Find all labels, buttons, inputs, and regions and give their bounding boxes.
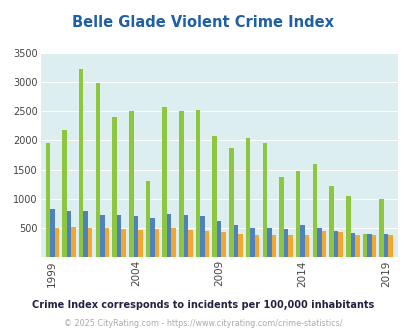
- Bar: [216, 221, 221, 257]
- Bar: [45, 144, 50, 257]
- Bar: [271, 235, 275, 257]
- Bar: [328, 186, 333, 257]
- Bar: [228, 148, 233, 257]
- Bar: [138, 230, 142, 257]
- Bar: [295, 171, 300, 257]
- Bar: [200, 216, 204, 257]
- Bar: [54, 228, 59, 257]
- Bar: [279, 177, 283, 257]
- Bar: [83, 211, 88, 257]
- Bar: [233, 225, 238, 257]
- Bar: [121, 229, 126, 257]
- Bar: [250, 228, 254, 257]
- Bar: [288, 235, 292, 257]
- Bar: [283, 229, 288, 257]
- Bar: [221, 232, 226, 257]
- Bar: [367, 234, 371, 257]
- Bar: [262, 144, 266, 257]
- Bar: [333, 231, 337, 257]
- Text: © 2025 CityRating.com - https://www.cityrating.com/crime-statistics/: © 2025 CityRating.com - https://www.city…: [64, 319, 341, 328]
- Bar: [154, 229, 159, 257]
- Bar: [321, 231, 325, 257]
- Bar: [88, 228, 92, 257]
- Bar: [254, 235, 259, 257]
- Bar: [166, 214, 171, 257]
- Legend: Belle Glade, Florida, National: Belle Glade, Florida, National: [87, 328, 350, 330]
- Text: Crime Index corresponds to incidents per 100,000 inhabitants: Crime Index corresponds to incidents per…: [32, 300, 373, 310]
- Bar: [179, 111, 183, 257]
- Bar: [112, 117, 117, 257]
- Bar: [129, 111, 133, 257]
- Bar: [345, 196, 350, 257]
- Text: Belle Glade Violent Crime Index: Belle Glade Violent Crime Index: [72, 15, 333, 30]
- Bar: [304, 236, 309, 257]
- Bar: [150, 218, 154, 257]
- Bar: [316, 228, 321, 257]
- Bar: [388, 235, 392, 257]
- Bar: [350, 233, 354, 257]
- Bar: [312, 164, 316, 257]
- Bar: [162, 107, 166, 257]
- Bar: [337, 232, 342, 257]
- Bar: [66, 211, 71, 257]
- Bar: [183, 215, 188, 257]
- Bar: [71, 227, 76, 257]
- Bar: [133, 216, 138, 257]
- Bar: [188, 230, 192, 257]
- Bar: [195, 110, 200, 257]
- Bar: [117, 215, 121, 257]
- Bar: [212, 136, 216, 257]
- Bar: [362, 234, 367, 257]
- Bar: [171, 228, 175, 257]
- Bar: [95, 83, 100, 257]
- Bar: [238, 234, 242, 257]
- Bar: [204, 231, 209, 257]
- Bar: [266, 228, 271, 257]
- Bar: [354, 235, 359, 257]
- Bar: [300, 225, 304, 257]
- Bar: [145, 182, 150, 257]
- Bar: [79, 69, 83, 257]
- Bar: [379, 199, 383, 257]
- Bar: [100, 215, 104, 257]
- Bar: [62, 130, 66, 257]
- Bar: [104, 228, 109, 257]
- Bar: [245, 138, 250, 257]
- Bar: [371, 236, 375, 257]
- Bar: [383, 234, 388, 257]
- Bar: [50, 210, 54, 257]
